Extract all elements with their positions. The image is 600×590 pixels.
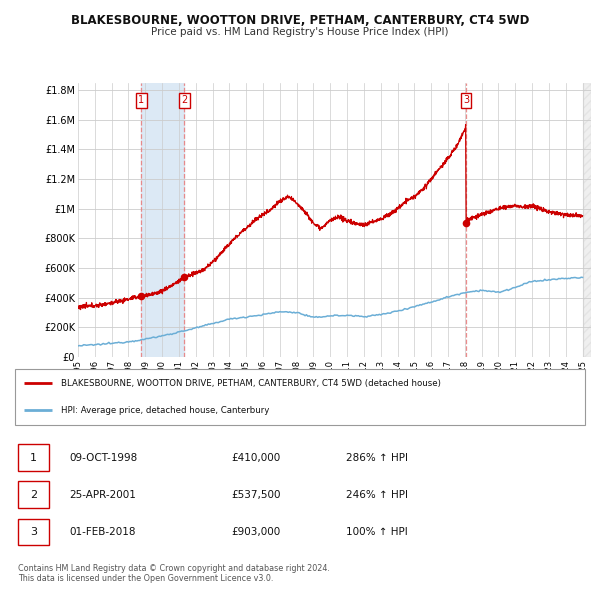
Text: 09-OCT-1998: 09-OCT-1998: [70, 453, 138, 463]
Text: 286% ↑ HPI: 286% ↑ HPI: [346, 453, 408, 463]
Text: HPI: Average price, detached house, Canterbury: HPI: Average price, detached house, Cant…: [61, 406, 269, 415]
Text: 2: 2: [181, 96, 187, 106]
FancyBboxPatch shape: [18, 444, 49, 471]
Text: 2: 2: [30, 490, 37, 500]
Text: 25-APR-2001: 25-APR-2001: [70, 490, 136, 500]
Bar: [142, 83, 184, 357]
Text: 3: 3: [30, 527, 37, 537]
FancyBboxPatch shape: [15, 369, 585, 425]
Text: 1: 1: [139, 96, 145, 106]
Text: £537,500: £537,500: [231, 490, 280, 500]
Text: BLAKESBOURNE, WOOTTON DRIVE, PETHAM, CANTERBURY, CT4 5WD (detached house): BLAKESBOURNE, WOOTTON DRIVE, PETHAM, CAN…: [61, 379, 441, 388]
Text: 100% ↑ HPI: 100% ↑ HPI: [346, 527, 408, 537]
FancyBboxPatch shape: [18, 519, 49, 545]
Bar: [583, 83, 591, 357]
Text: £903,000: £903,000: [231, 527, 280, 537]
Text: 246% ↑ HPI: 246% ↑ HPI: [346, 490, 408, 500]
Bar: [583, 83, 591, 357]
Text: Contains HM Land Registry data © Crown copyright and database right 2024.
This d: Contains HM Land Registry data © Crown c…: [18, 564, 330, 583]
Text: 01-FEB-2018: 01-FEB-2018: [70, 527, 136, 537]
FancyBboxPatch shape: [18, 481, 49, 508]
Text: 1: 1: [30, 453, 37, 463]
Text: Price paid vs. HM Land Registry's House Price Index (HPI): Price paid vs. HM Land Registry's House …: [151, 28, 449, 37]
Text: BLAKESBOURNE, WOOTTON DRIVE, PETHAM, CANTERBURY, CT4 5WD: BLAKESBOURNE, WOOTTON DRIVE, PETHAM, CAN…: [71, 14, 529, 27]
Text: £410,000: £410,000: [231, 453, 280, 463]
Text: 3: 3: [463, 96, 469, 106]
